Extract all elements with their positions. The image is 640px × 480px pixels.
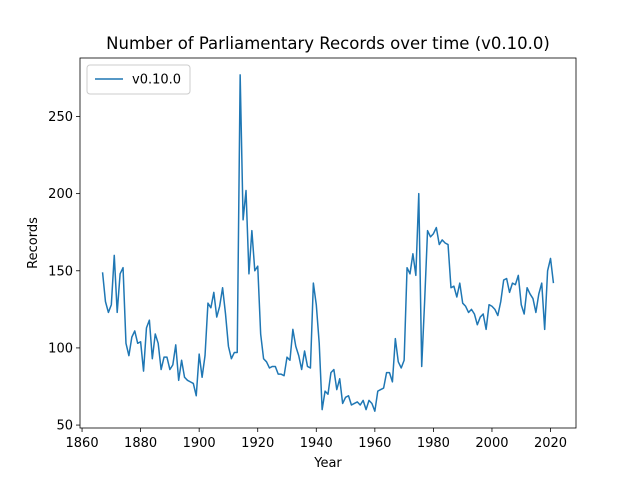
plot-frame (79, 57, 577, 429)
y-tick-label: 100 (48, 341, 73, 356)
x-tick-label: 1920 (241, 436, 274, 451)
y-tick-label: 250 (48, 110, 73, 125)
x-tick-label: 1980 (417, 436, 450, 451)
x-tick-label: 2020 (534, 436, 567, 451)
legend-label: v0.10.0 (132, 73, 181, 88)
x-tick-label: 1860 (66, 436, 99, 451)
x-tick-label: 1900 (183, 436, 216, 451)
y-axis-label: Records (26, 217, 41, 269)
y-tick-label: 50 (56, 419, 73, 434)
legend-box (86, 64, 191, 95)
y-tick-label: 200 (48, 187, 73, 202)
x-tick-label: 1960 (358, 436, 391, 451)
data-line (101, 74, 555, 412)
chart-title: Number of Parliamentary Records over tim… (106, 34, 550, 53)
x-tick-label: 1880 (124, 436, 157, 451)
x-tick-label: 1940 (300, 436, 333, 451)
x-tick-label: 2000 (475, 436, 508, 451)
x-axis-label: Year (313, 456, 342, 471)
y-tick-label: 150 (48, 264, 73, 279)
